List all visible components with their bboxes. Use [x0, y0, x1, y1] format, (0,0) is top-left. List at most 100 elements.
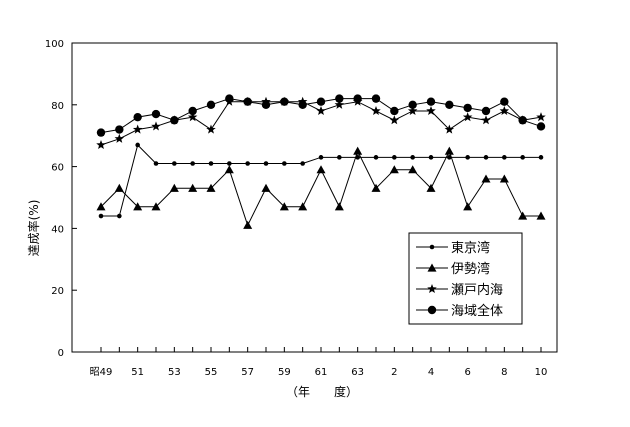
x-tick-label: 10: [535, 367, 548, 378]
y-axis-title: 達成率(%): [26, 200, 41, 257]
data-point: [151, 109, 161, 119]
legend-marker: [427, 263, 437, 272]
data-point: [298, 202, 308, 211]
data-point: [334, 99, 345, 109]
data-point: [279, 202, 289, 211]
legend-marker: [427, 305, 437, 315]
data-point: [206, 183, 216, 192]
data-point: [481, 115, 491, 125]
data-point: [208, 161, 214, 166]
data-point: [389, 165, 399, 174]
series-2: [96, 146, 546, 229]
y-tick-label: 0: [58, 348, 64, 359]
data-point: [389, 115, 400, 125]
x-tick-label: 63: [351, 367, 364, 378]
data-point: [132, 124, 143, 134]
data-point: [115, 125, 124, 134]
x-tick-label: 51: [131, 367, 144, 378]
series-line: [100, 149, 541, 227]
data-point: [298, 100, 307, 110]
data-point: [96, 139, 106, 150]
series-1: [98, 142, 544, 219]
data-point: [187, 112, 198, 122]
data-point: [227, 161, 232, 166]
data-point: [318, 155, 324, 160]
data-point: [114, 133, 125, 143]
data-point: [188, 183, 198, 192]
data-point: [371, 94, 381, 103]
y-tick-label: 20: [51, 286, 64, 297]
data-point: [426, 183, 436, 192]
data-point: [316, 165, 326, 174]
data-point: [408, 165, 418, 174]
data-point: [114, 183, 124, 192]
data-point: [169, 183, 179, 192]
data-point: [481, 174, 491, 183]
data-point: [224, 165, 234, 174]
data-point: [316, 105, 326, 116]
data-point: [188, 106, 197, 116]
data-point: [135, 142, 140, 148]
data-point: [518, 116, 527, 125]
x-tick-label: 6: [464, 367, 470, 378]
data-point: [444, 124, 455, 134]
legend-label: 瀬戸内海: [451, 282, 503, 298]
x-tick-label: 8: [501, 367, 507, 378]
y-tick-label: 40: [51, 224, 64, 235]
data-point: [206, 124, 216, 134]
series-4: [96, 94, 546, 137]
data-point: [282, 161, 287, 166]
data-point: [483, 155, 489, 160]
data-point: [502, 155, 507, 160]
data-point: [280, 97, 289, 106]
x-tick-label: 2: [391, 367, 397, 378]
data-point: [426, 97, 436, 106]
x-tick-label: 57: [241, 367, 254, 378]
data-point: [172, 161, 177, 166]
data-point: [463, 103, 472, 113]
data-point: [263, 161, 269, 166]
x-tick-label: 4: [428, 367, 434, 378]
data-point: [408, 100, 417, 110]
data-point: [462, 112, 473, 122]
data-point: [96, 128, 106, 137]
data-point: [353, 94, 362, 103]
data-point: [151, 121, 161, 131]
plot-frame: [71, 42, 558, 353]
data-point: [353, 146, 363, 155]
data-point: [407, 105, 418, 116]
data-point: [96, 202, 106, 211]
data-point: [133, 202, 143, 211]
data-point: [98, 213, 104, 219]
data-point: [392, 155, 397, 160]
x-tick-label: 55: [205, 367, 218, 378]
x-tick-label: 53: [168, 367, 181, 378]
legend-marker: [429, 244, 435, 250]
data-point: [536, 112, 546, 122]
data-point: [465, 155, 470, 160]
data-point: [500, 97, 509, 106]
data-point: [444, 146, 454, 155]
data-point: [245, 161, 250, 166]
data-point: [225, 94, 234, 103]
x-tick-label: 61: [315, 367, 328, 378]
data-point: [371, 105, 381, 116]
y-tick-label: 100: [45, 39, 64, 50]
data-point: [133, 112, 142, 122]
data-point: [153, 161, 159, 166]
data-point: [243, 97, 252, 106]
x-axis-title: （年 度）: [286, 384, 358, 399]
data-point: [428, 155, 434, 160]
data-point: [481, 106, 491, 116]
data-point: [117, 213, 122, 219]
data-point: [335, 94, 344, 103]
data-point: [499, 174, 509, 183]
legend-box: [408, 232, 523, 325]
data-point: [518, 211, 528, 220]
data-point: [261, 183, 271, 192]
legend-label: 海域全体: [451, 303, 503, 319]
data-point: [151, 202, 161, 211]
data-point: [499, 105, 510, 116]
data-point: [445, 100, 454, 110]
data-point: [538, 155, 544, 160]
